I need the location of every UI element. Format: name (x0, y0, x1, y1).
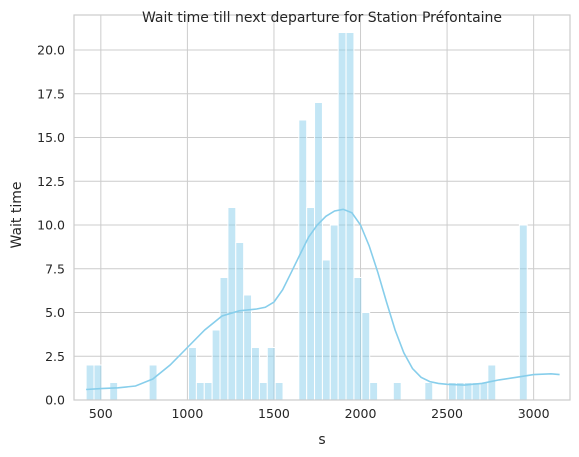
histogram-bar (211, 329, 221, 401)
histogram-bar (424, 382, 434, 401)
x-tick-label: 2500 (431, 406, 463, 421)
kde-curve (86, 208, 560, 391)
chart-title: Wait time till next departure for Statio… (142, 10, 502, 26)
y-axis-label: Wait time (9, 182, 25, 249)
y-tick-label: 5.0 (45, 305, 65, 320)
histogram-bar (518, 224, 528, 401)
histogram-bar (109, 382, 119, 401)
histogram-bar (479, 382, 489, 401)
histogram-bar (361, 312, 371, 401)
x-tick-label: 3000 (518, 406, 550, 421)
histogram-bar (329, 224, 339, 401)
x-tick-label: 1000 (171, 406, 203, 421)
histogram-bar (85, 364, 95, 401)
histogram-bar (298, 119, 308, 401)
x-tick-label: 500 (89, 406, 113, 421)
y-tick-label: 10.0 (37, 218, 65, 233)
histogram-bar (353, 277, 363, 401)
x-tick-labels: 500 1000 1500 2000 2500 3000 (89, 406, 550, 421)
plot-frame (73, 14, 571, 401)
histogram-bar (274, 382, 284, 401)
histogram-bar (337, 32, 347, 401)
histogram-bar (227, 207, 237, 401)
histogram-bar (219, 277, 229, 401)
histogram-bar (258, 382, 268, 401)
x-tick-label: 1500 (258, 406, 290, 421)
histogram-bar (203, 382, 213, 401)
y-tick-labels: 0.0 2.5 5.0 7.5 10.0 12.5 15.0 17.5 20.0 (37, 43, 65, 408)
histogram-bar (345, 32, 355, 401)
histogram-bar (471, 382, 481, 401)
histogram-bars (85, 32, 528, 401)
y-tick-label: 0.0 (45, 393, 65, 408)
histogram-bar (148, 364, 158, 401)
y-tick-label: 20.0 (37, 43, 65, 58)
histogram-bar (392, 382, 402, 401)
histogram-bar (314, 102, 323, 401)
x-axis-label: s (318, 432, 325, 448)
y-tick-label: 7.5 (45, 261, 65, 276)
histogram-bar (306, 207, 316, 401)
histogram-bar (251, 347, 260, 401)
histogram-bar (321, 259, 331, 401)
histogram-bar (266, 347, 276, 401)
histogram-bar (369, 382, 379, 401)
x-tick-label: 2000 (345, 406, 377, 421)
histogram-bar (195, 382, 205, 401)
y-tick-label: 2.5 (45, 349, 65, 364)
histogram-bar (93, 364, 103, 401)
y-tick-label: 12.5 (37, 174, 65, 189)
y-tick-label: 17.5 (37, 86, 65, 101)
histogram-bar (188, 347, 197, 401)
histogram-bar (235, 242, 245, 401)
y-tick-label: 15.0 (37, 130, 65, 145)
